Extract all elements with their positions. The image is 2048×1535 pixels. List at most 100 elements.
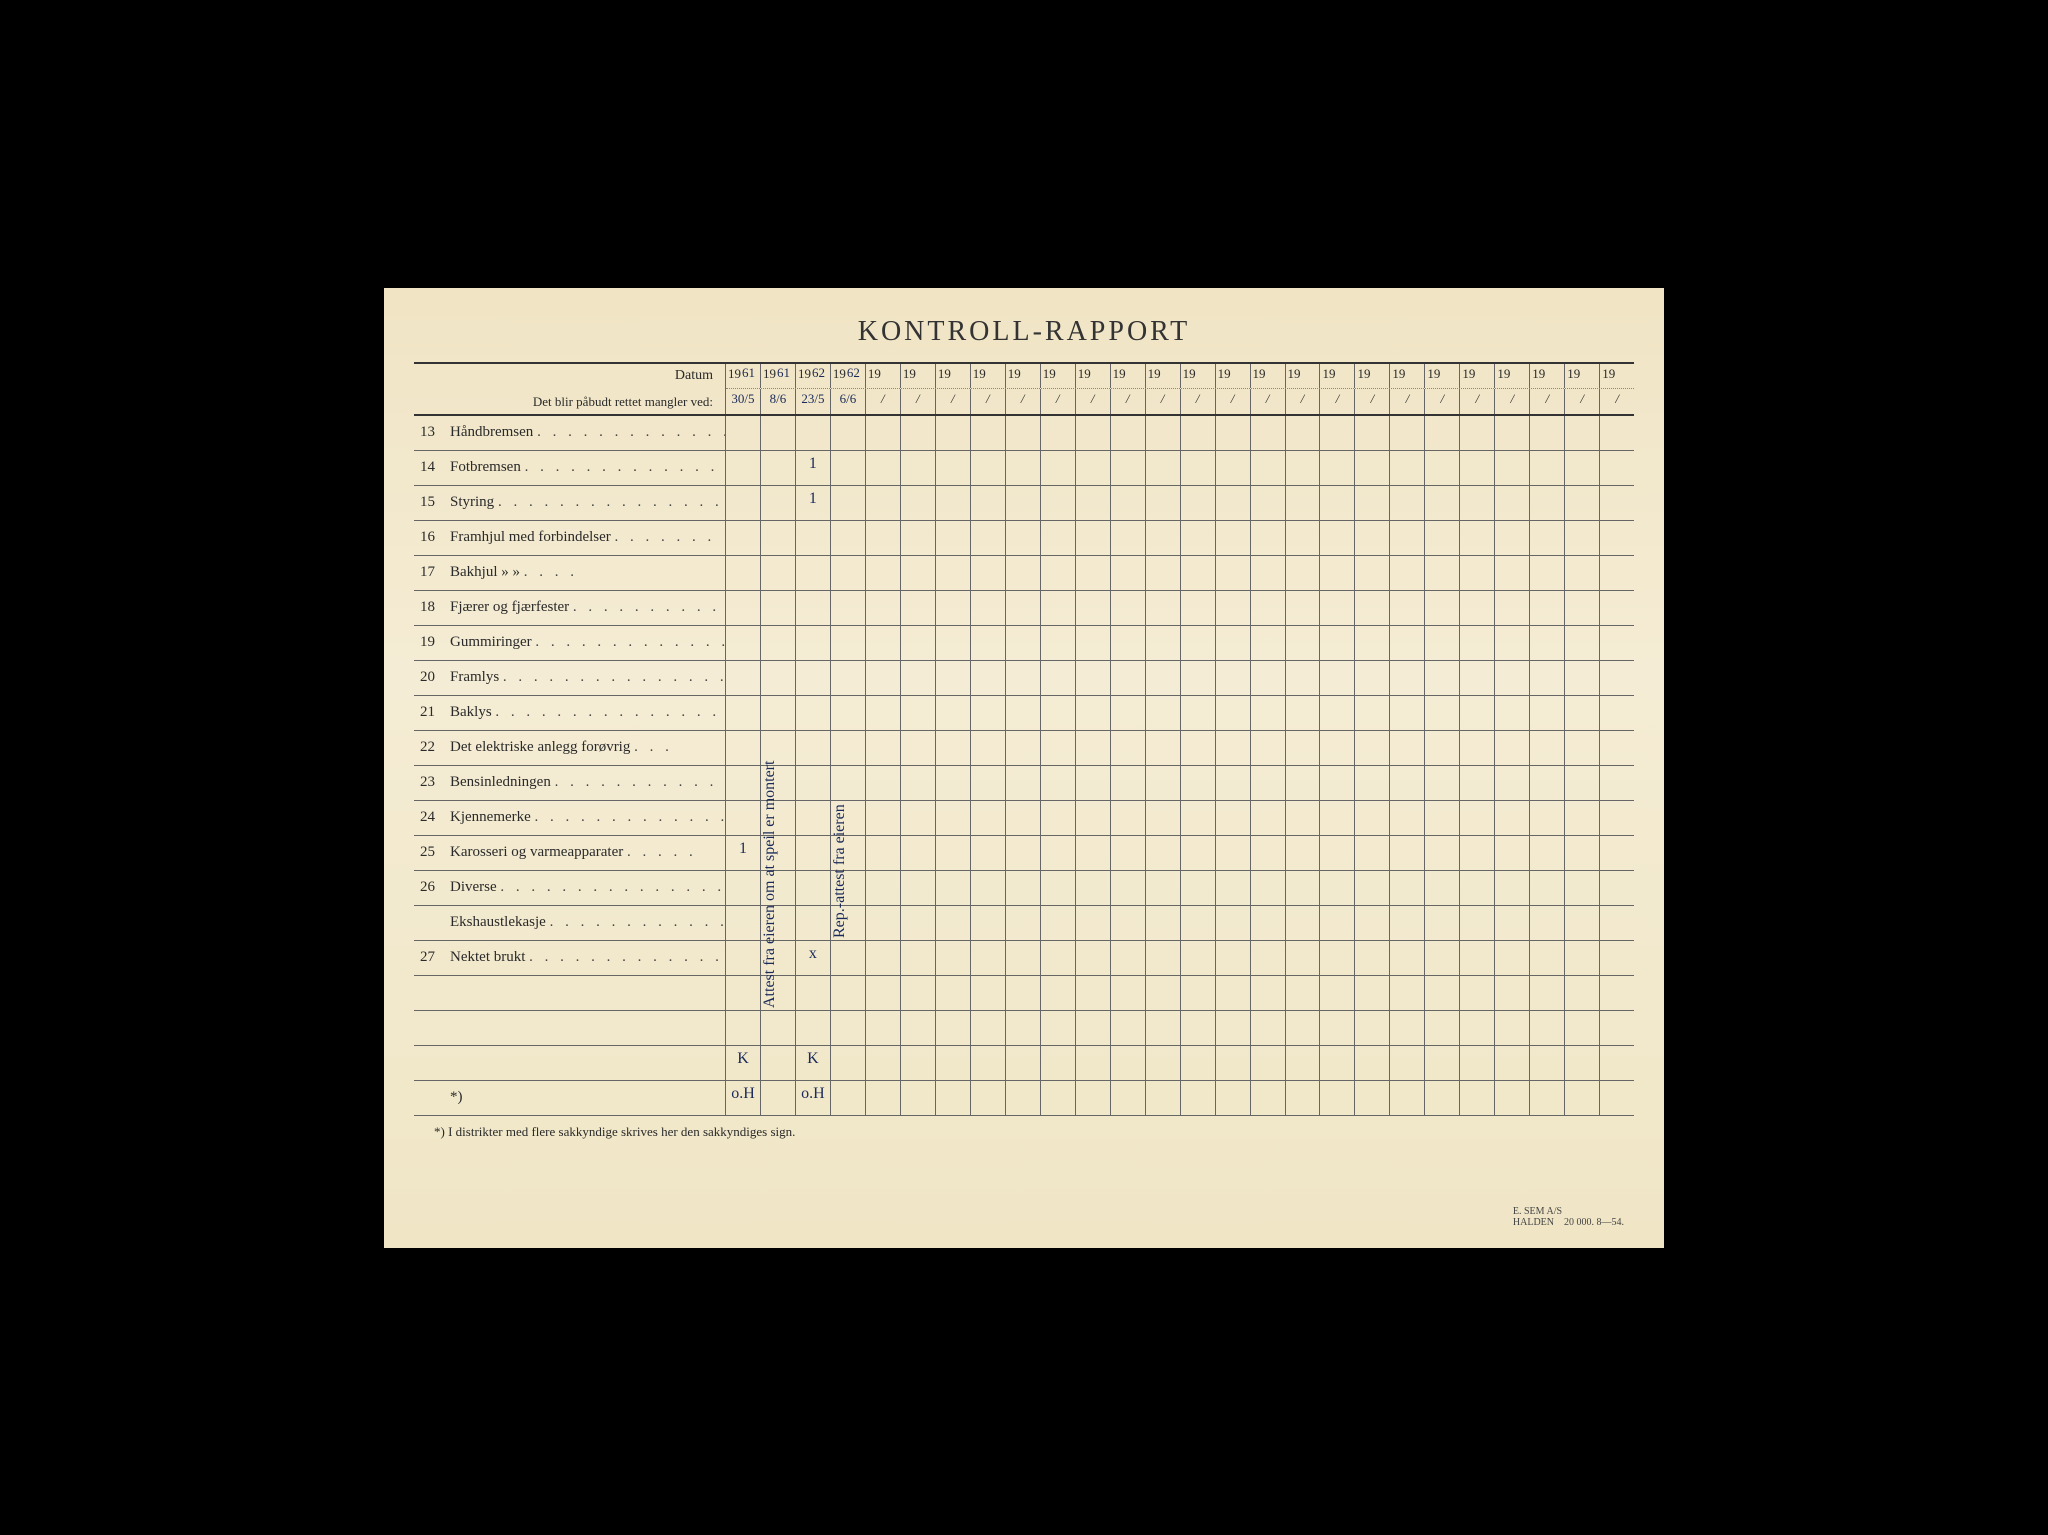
grid-cell — [796, 591, 831, 625]
grid-cell — [1146, 556, 1181, 590]
year-cell: 19 — [971, 364, 1006, 388]
table-row: 26Diverse . . . . . . . . . . . . . . . … — [414, 871, 1634, 906]
grid-cell — [936, 1081, 971, 1115]
year-cell: 1961 — [761, 364, 796, 388]
grid-cell — [971, 941, 1006, 975]
grid-cell — [901, 801, 936, 835]
grid-cell — [1600, 1081, 1634, 1115]
grid-cell — [936, 1011, 971, 1045]
grid-cell — [1041, 871, 1076, 905]
grid-cell — [1076, 1046, 1111, 1080]
row-label: 14Fotbremsen . . . . . . . . . . . . . .… — [414, 451, 726, 485]
grid-cell — [726, 696, 761, 730]
grid-cell — [866, 1081, 901, 1115]
grid-cell — [1006, 1046, 1041, 1080]
grid-cell — [1146, 1011, 1181, 1045]
table-row: KK — [414, 1046, 1634, 1081]
row-label: 18Fjærer og fjærfester . . . . . . . . .… — [414, 591, 726, 625]
grid-cell — [1530, 906, 1565, 940]
grid-cell — [1251, 521, 1286, 555]
grid-cell — [971, 626, 1006, 660]
grid-cell — [761, 1046, 796, 1080]
grid-cell — [831, 766, 866, 800]
grid-cell — [1216, 451, 1251, 485]
table-body: 13Håndbremsen . . . . . . . . . . . . . … — [414, 416, 1634, 1116]
grid-cell — [1460, 1011, 1495, 1045]
grid-cell — [1181, 976, 1216, 1010]
grid-cell: Rep.-attest fra eieren — [831, 906, 866, 940]
grid-cell — [1460, 1046, 1495, 1080]
date-cell: 6/6 — [831, 389, 866, 414]
grid-cell — [901, 731, 936, 765]
grid-cell — [726, 941, 761, 975]
grid-cell — [1425, 521, 1460, 555]
table-row: 15Styring . . . . . . . . . . . . . . . … — [414, 486, 1634, 521]
grid-cell — [1181, 451, 1216, 485]
row-text: Diverse . . . . . . . . . . . . . . . . … — [450, 879, 725, 896]
grid-cell — [1460, 1081, 1495, 1115]
row-number: 16 — [420, 529, 450, 546]
grid-cell — [1181, 1081, 1216, 1115]
grid-cell — [1460, 836, 1495, 870]
table-row: 24Kjennemerke . . . . . . . . . . . . . … — [414, 801, 1634, 836]
grid-cell — [1425, 416, 1460, 450]
grid-cell — [1600, 696, 1634, 730]
grid-cell — [1390, 836, 1425, 870]
table-row: 23Bensinledningen . . . . . . . . . . . … — [414, 766, 1634, 801]
grid-cell — [866, 696, 901, 730]
grid-cell — [831, 1081, 866, 1115]
grid-cell — [1565, 521, 1600, 555]
grid-cell — [971, 1046, 1006, 1080]
grid-cell — [1355, 731, 1390, 765]
grid-cell — [1146, 591, 1181, 625]
grid-cell — [866, 556, 901, 590]
imprint-3: 20 000. 8—54. — [1564, 1217, 1624, 1228]
grid-cell — [1355, 1081, 1390, 1115]
row-label: 26Diverse . . . . . . . . . . . . . . . … — [414, 871, 726, 905]
grid-cell — [1530, 836, 1565, 870]
grid-cell — [1530, 1046, 1565, 1080]
date-cell: / — [1600, 389, 1634, 414]
grid-cell — [1355, 451, 1390, 485]
table-row: 19Gummiringer . . . . . . . . . . . . . … — [414, 626, 1634, 661]
row-number: 26 — [420, 879, 450, 896]
date-cell: / — [1390, 389, 1425, 414]
grid-cell — [1111, 1081, 1146, 1115]
grid-cell — [761, 591, 796, 625]
grid-cell — [1495, 766, 1530, 800]
grid-cell — [1006, 941, 1041, 975]
grid-cell — [1041, 1081, 1076, 1115]
grid-cell — [1425, 451, 1460, 485]
row-grid — [726, 1011, 1634, 1045]
grid-cell — [796, 416, 831, 450]
date-cell: / — [1146, 389, 1181, 414]
row-grid — [726, 521, 1634, 555]
grid-cell — [1286, 556, 1321, 590]
grid-cell — [1251, 1081, 1286, 1115]
grid-cell — [1390, 906, 1425, 940]
grid-cell — [1251, 661, 1286, 695]
grid-cell — [1600, 416, 1634, 450]
grid-cell — [936, 801, 971, 835]
grid-cell — [1146, 1046, 1181, 1080]
grid-cell — [1355, 906, 1390, 940]
grid-cell — [901, 871, 936, 905]
grid-cell — [1251, 731, 1286, 765]
grid-cell — [1181, 696, 1216, 730]
grid-cell — [1355, 521, 1390, 555]
grid-cell — [1111, 941, 1146, 975]
grid-cell — [1530, 451, 1565, 485]
grid-cell — [1355, 626, 1390, 660]
row-grid: KK — [726, 1046, 1634, 1080]
grid-cell — [1181, 626, 1216, 660]
grid-cell — [831, 661, 866, 695]
year-cell: 19 — [1006, 364, 1041, 388]
grid-cell — [866, 416, 901, 450]
grid-cell — [1495, 731, 1530, 765]
year-cell: 19 — [1600, 364, 1634, 388]
table-row: *) o.Ho.H — [414, 1081, 1634, 1116]
date-cell: / — [1286, 389, 1321, 414]
row-text: Nektet brukt . . . . . . . . . . . . . .… — [450, 949, 725, 966]
year-row: 1961196119621962191919191919191919191919… — [726, 364, 1634, 389]
grid-cell — [1076, 591, 1111, 625]
